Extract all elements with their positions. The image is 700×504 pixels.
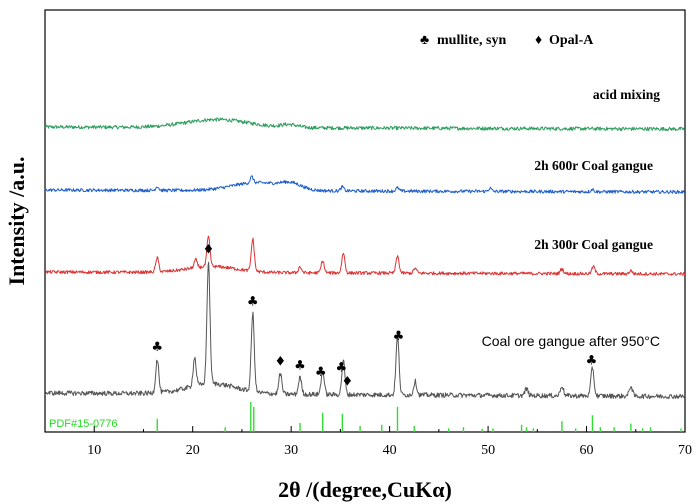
series-group: [44, 117, 686, 400]
legend-symbol-opal: ♦: [535, 33, 542, 48]
reference-pattern: [156, 402, 682, 432]
legend-label-mullite: mullite, syn: [437, 33, 506, 48]
series-label-950c: Coal ore gangue after 950°C: [482, 333, 660, 349]
x-tick-label-70: 70: [678, 443, 692, 458]
x-tick-label-30: 30: [284, 443, 298, 458]
peak-marker-9: ♣: [586, 354, 598, 369]
peak-marker-1: ♦: [203, 242, 215, 257]
peak-marker-3: ♦: [274, 355, 286, 370]
legend-label-opal: Opal-A: [549, 33, 594, 48]
x-tick-label-10: 10: [87, 443, 101, 458]
series-label-600r: 2h 600r Coal gangue: [534, 158, 653, 173]
x-tick-label-60: 60: [580, 443, 594, 458]
series-label-acid-mixing: acid mixing: [593, 87, 660, 102]
peak-marker-0: ♣: [151, 340, 163, 355]
peak-marker-7: ♦: [341, 374, 353, 389]
peak-marker-4: ♣: [294, 358, 306, 373]
plot-frame: [44, 9, 686, 433]
x-tick-label-40: 40: [383, 443, 397, 458]
y-axis-title: Intensity /a.u.: [4, 157, 29, 286]
x-axis-title: 2θ /(degree,CuKα): [278, 477, 452, 502]
series-line-0: [44, 117, 686, 132]
reference-label: PDF#15-0776: [49, 418, 118, 430]
peak-marker-8: ♣: [393, 329, 405, 344]
peak-marker-5: ♣: [315, 365, 327, 380]
series-line-1: [44, 175, 686, 195]
legend: ♣ mullite, syn ♦ Opal-A: [420, 33, 594, 48]
legend-symbol-mullite: ♣: [420, 33, 429, 48]
x-axis-ticks: 10 20 30 40 50 60 70: [44, 426, 692, 458]
peak-markers: ♣♦♣♦ ♣ ♣ ♣♦♣♣: [151, 242, 597, 389]
x-tick-label-50: 50: [481, 443, 495, 458]
peak-marker-2: ♣: [247, 294, 259, 309]
x-tick-label-20: 20: [186, 443, 200, 458]
series-line-3: [44, 261, 686, 400]
series-line-2: [44, 235, 686, 276]
peak-marker-6: ♣: [336, 361, 348, 376]
series-label-300r: 2h 300r Coal gangue: [534, 237, 653, 252]
